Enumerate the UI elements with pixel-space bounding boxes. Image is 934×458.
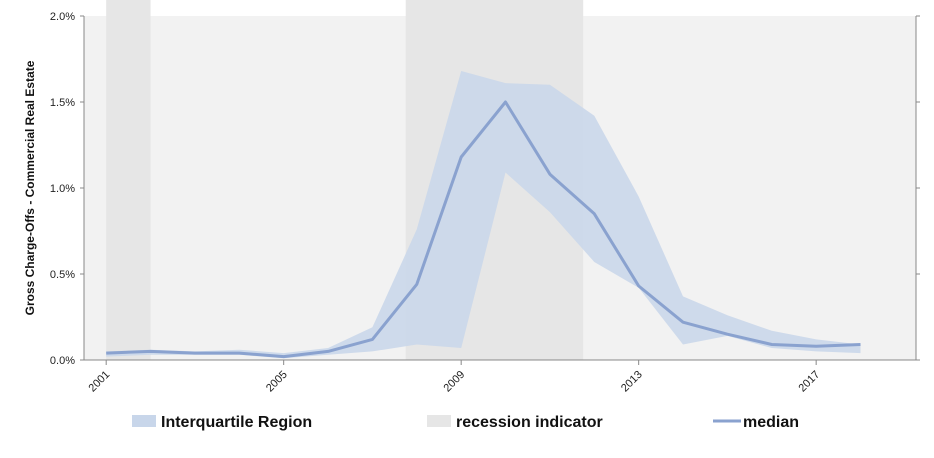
x-axis-ticks: 2001 2005 2009 2013 2017 bbox=[87, 360, 822, 395]
interquartile-band bbox=[106, 71, 861, 359]
y-tick-label: 0.0% bbox=[50, 355, 75, 367]
legend-label: recession indicator bbox=[456, 414, 603, 431]
legend-label: median bbox=[743, 414, 799, 431]
y-tick-label: 2.0% bbox=[50, 11, 75, 23]
legend-item-3: median bbox=[713, 414, 799, 431]
legend-item-2: recession indicator bbox=[427, 414, 603, 431]
y-tick-label: 1.0% bbox=[50, 183, 75, 195]
x-tick-label: 2017 bbox=[796, 369, 822, 395]
recession-band-1 bbox=[106, 0, 151, 360]
legend-swatch bbox=[132, 415, 156, 427]
x-tick-label: 2005 bbox=[264, 369, 290, 395]
legend-item-1: Interquartile Region bbox=[132, 414, 312, 431]
legend-label: Interquartile Region bbox=[161, 414, 312, 431]
x-tick-label: 2013 bbox=[619, 369, 645, 395]
y-tick-label: 0.5% bbox=[50, 269, 75, 281]
y-axis-ticks: 0.0% 0.5% 1.0% 1.5% 2.0% bbox=[50, 11, 920, 367]
median-line-layer bbox=[106, 100, 861, 359]
y-axis-title: Gross Charge-Offs - Commercial Real Esta… bbox=[23, 60, 37, 315]
x-tick-label: 2009 bbox=[441, 369, 467, 395]
y-tick-label: 1.5% bbox=[50, 97, 75, 109]
legend: Interquartile Region recession indicator m… bbox=[132, 414, 799, 431]
interquartile-band-layer bbox=[106, 71, 861, 359]
median-line bbox=[106, 100, 861, 359]
legend-swatch bbox=[427, 415, 451, 427]
x-tick-label: 2001 bbox=[87, 369, 113, 395]
